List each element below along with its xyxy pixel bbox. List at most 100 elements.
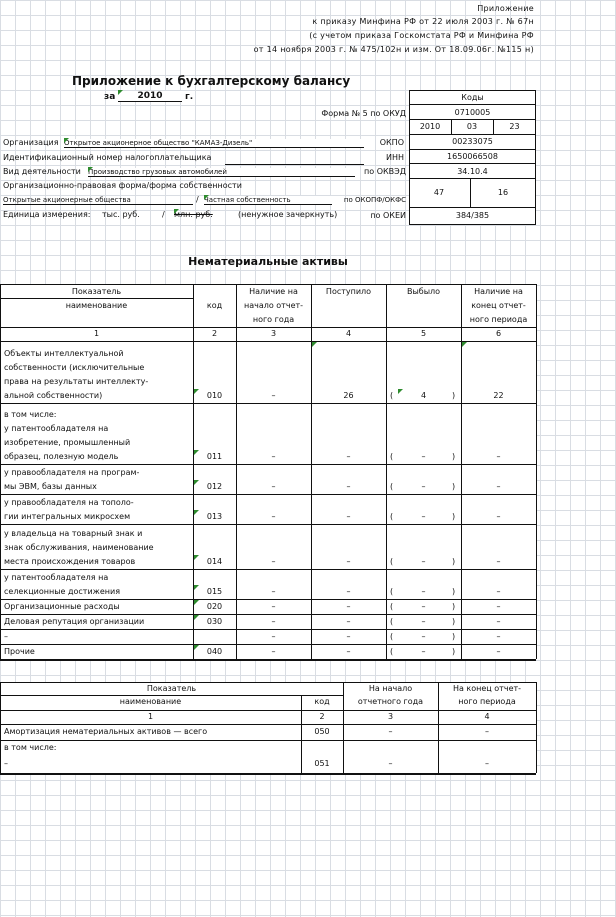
grid-line	[0, 327, 536, 328]
grid-line	[0, 659, 536, 660]
grid-line	[343, 756, 344, 773]
row-in: –	[346, 587, 351, 596]
grid-line	[0, 494, 1, 524]
paren-left: (	[390, 452, 394, 461]
grid-line	[311, 644, 312, 659]
grid-line	[301, 695, 302, 724]
grid-line	[311, 629, 312, 644]
legal-form-label: Организационно-правовая форма/форма собс…	[3, 181, 242, 190]
grid-line	[0, 773, 536, 774]
okpo-value: 00233075	[452, 137, 493, 146]
grid-line	[0, 644, 1, 659]
grid-line	[536, 464, 537, 494]
col-number: 2	[319, 712, 325, 721]
cell-marker	[194, 585, 199, 590]
col-number: 4	[345, 329, 352, 338]
row-code: 015	[206, 587, 223, 596]
grid-line	[536, 569, 537, 599]
grid-line	[0, 403, 536, 404]
grid-line	[461, 629, 462, 644]
row-end: –	[485, 727, 489, 736]
row-name: изобретение, промышленный	[4, 438, 131, 447]
grid-line	[461, 524, 462, 569]
row-name: Объекты интеллектуальной	[4, 349, 124, 358]
grid-line	[386, 524, 387, 569]
row-code: 014	[206, 557, 223, 566]
row-out: –	[421, 617, 426, 626]
grid-line	[193, 524, 194, 569]
activity-label: Вид деятельности	[3, 167, 81, 176]
grid-line	[311, 284, 312, 341]
grid-line	[0, 682, 1, 724]
cell-marker	[118, 90, 123, 95]
row-name: селекционные достижения	[4, 587, 121, 596]
row-begin: –	[271, 512, 276, 521]
col-number: 3	[270, 329, 277, 338]
g-label: г.	[185, 92, 194, 102]
grid-line	[0, 524, 1, 569]
col-header-indicator: Показатель	[146, 684, 197, 693]
row-in: –	[346, 647, 351, 656]
unit-value: тыс. руб.	[102, 210, 140, 219]
row-name: гии интегральных микросхем	[4, 512, 131, 521]
row-name: альной собственности)	[4, 391, 103, 400]
grid-line	[0, 614, 1, 629]
grid-line	[236, 644, 237, 659]
row-end: –	[496, 557, 501, 566]
paren-left: (	[390, 391, 394, 400]
grid-line	[0, 740, 536, 741]
grid-line	[461, 403, 462, 464]
grid-line	[536, 644, 537, 659]
grid-line	[193, 284, 194, 341]
cell-marker	[398, 389, 403, 394]
grid-line	[0, 614, 536, 615]
col-number: 6	[495, 329, 502, 338]
col-header-end: На конец отчет-	[452, 684, 522, 693]
grid-line	[461, 644, 462, 659]
grid-line	[386, 284, 387, 341]
row-in: –	[346, 512, 351, 521]
col-header-name: наименование	[65, 301, 128, 310]
paren-left: (	[390, 482, 394, 491]
row-name: собственности (исключительные	[4, 363, 145, 372]
row-out: –	[421, 512, 426, 521]
grid-line	[0, 644, 536, 645]
unit-label: Единица измерения:	[3, 210, 91, 219]
row-name: знак обслуживания, наименование	[4, 543, 154, 552]
grid-line	[536, 682, 537, 724]
grid-line	[193, 644, 194, 659]
codes-box	[409, 90, 536, 225]
grid-line	[0, 724, 536, 725]
row-name: у владельца на товарный знак и	[4, 529, 143, 538]
grid-line	[236, 629, 237, 644]
row-begin: –	[388, 727, 393, 736]
col-header-name: наименование	[119, 697, 182, 706]
row-name: образец, полезную модель	[4, 452, 119, 461]
col-header-out: Выбыло	[406, 287, 441, 296]
grid-line	[438, 682, 439, 724]
grid-line	[461, 599, 462, 614]
grid-line	[386, 464, 387, 494]
row-code: 013	[206, 512, 223, 521]
row-begin: –	[388, 759, 393, 768]
grid-line	[236, 494, 237, 524]
grid-line	[0, 660, 536, 661]
paren-right: )	[452, 512, 456, 521]
row-out: –	[421, 602, 426, 611]
row-name: в том числе:	[4, 410, 57, 419]
grid-line	[386, 403, 387, 464]
col-number: 1	[93, 329, 100, 338]
paren-left: (	[390, 647, 394, 656]
row-code: 030	[206, 617, 223, 626]
cell-marker	[194, 555, 199, 560]
grid-line	[0, 629, 1, 644]
grid-line	[0, 403, 1, 464]
grid-line	[0, 599, 536, 600]
grid-line	[386, 494, 387, 524]
grid-line	[301, 756, 302, 773]
cell-marker	[174, 209, 179, 214]
unit-sep: /	[162, 210, 165, 219]
row-name: Деловая репутация организации	[4, 617, 145, 626]
paren-right: )	[452, 557, 456, 566]
row-name: у патентообладателя на	[4, 573, 109, 582]
